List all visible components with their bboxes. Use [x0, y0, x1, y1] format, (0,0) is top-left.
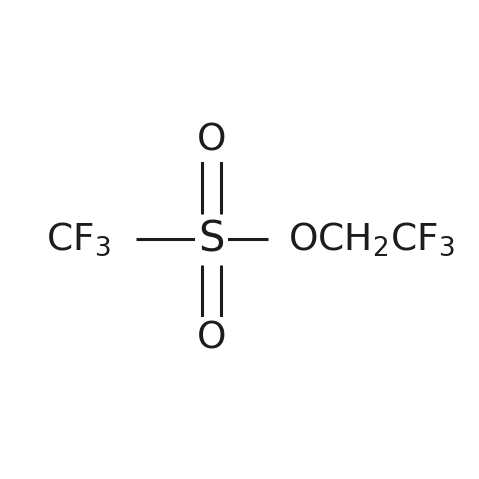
Text: S: S — [198, 218, 225, 261]
Text: O: O — [197, 320, 227, 356]
Text: CF$_3$: CF$_3$ — [46, 221, 110, 258]
Text: OCH$_2$CF$_3$: OCH$_2$CF$_3$ — [288, 221, 455, 258]
Text: O: O — [197, 123, 227, 159]
